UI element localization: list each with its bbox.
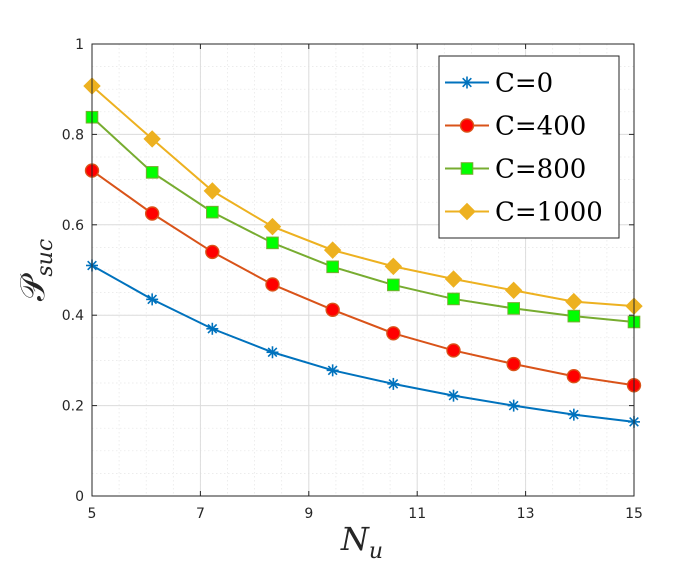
data-point [387,377,400,390]
y-axis-title: 𝒫suc [13,239,58,301]
y-axis-title-sub: suc [33,239,58,277]
series-C=400 [84,163,642,393]
series-C=1000 [83,77,643,315]
x-tick-label: 13 [517,506,535,522]
data-point [447,292,460,306]
x-axis-title: Nu [340,520,383,564]
y-tick-label: 0.6 [62,218,84,234]
legend-label: C=1000 [495,198,603,228]
legend-item: C=1000 [445,198,603,228]
data-point [323,241,342,259]
data-point [144,206,160,221]
legend-item: C=400 [445,112,586,142]
data-point [265,277,280,292]
legend-item: C=800 [445,155,586,185]
data-point [143,130,161,148]
y-tick-label: 0.2 [62,399,84,415]
x-axis-title-main: N [340,520,370,558]
data-point [567,408,580,421]
data-point [384,257,403,276]
series-line [91,85,635,308]
x-tick-label: 9 [304,506,313,522]
y-tick-label: 0 [75,489,84,505]
data-point [326,260,339,274]
data-point [145,166,159,179]
x-tick-label: 11 [408,506,426,522]
x-axis-title-sub: u [369,539,383,564]
axis-ticks: 5 7 9 11 13 15 0 0.2 0.4 0.6 0.8 1 [62,37,643,522]
series-line [91,264,635,423]
x-tick-label: 5 [88,506,97,522]
y-tick-label: 1 [75,37,84,53]
data-point [206,322,219,335]
data-point [446,343,461,358]
y-tick-label: 0.8 [62,127,84,143]
y-axis-title-main: 𝒫 [13,273,53,301]
legend-item: C=0 [445,69,553,99]
data-point [507,302,520,315]
data-point [566,369,582,384]
legend-marker [461,76,473,89]
data-point [447,389,460,402]
data-point [444,270,463,288]
data-point [263,217,282,236]
legend-marker [458,202,476,221]
data-point [325,302,340,317]
legend: C=0 C=400 C=800 C=1000 [438,55,620,239]
data-point [146,293,159,306]
data-point [565,292,583,311]
data-point [567,309,581,323]
plot-frame [91,43,635,497]
data-point [206,205,219,219]
data-point [266,236,279,250]
series-line [91,116,635,323]
legend-marker [460,162,474,175]
data-point [266,346,279,359]
legend-label: C=800 [495,155,586,185]
y-tick-label: 0.4 [62,308,84,324]
x-tick-label: 15 [625,506,643,522]
data-point [387,278,400,292]
data-point [205,244,220,260]
x-tick-label: 7 [196,506,205,522]
legend-marker [459,118,475,133]
series-line [91,169,635,387]
data-point [203,182,222,200]
series-group [83,77,643,428]
data-point [326,364,339,377]
data-point [504,281,523,300]
legend-label: C=400 [495,112,586,142]
data-point [507,399,520,412]
data-point [386,326,401,341]
data-point [506,356,521,372]
legend-label: C=0 [495,69,553,99]
